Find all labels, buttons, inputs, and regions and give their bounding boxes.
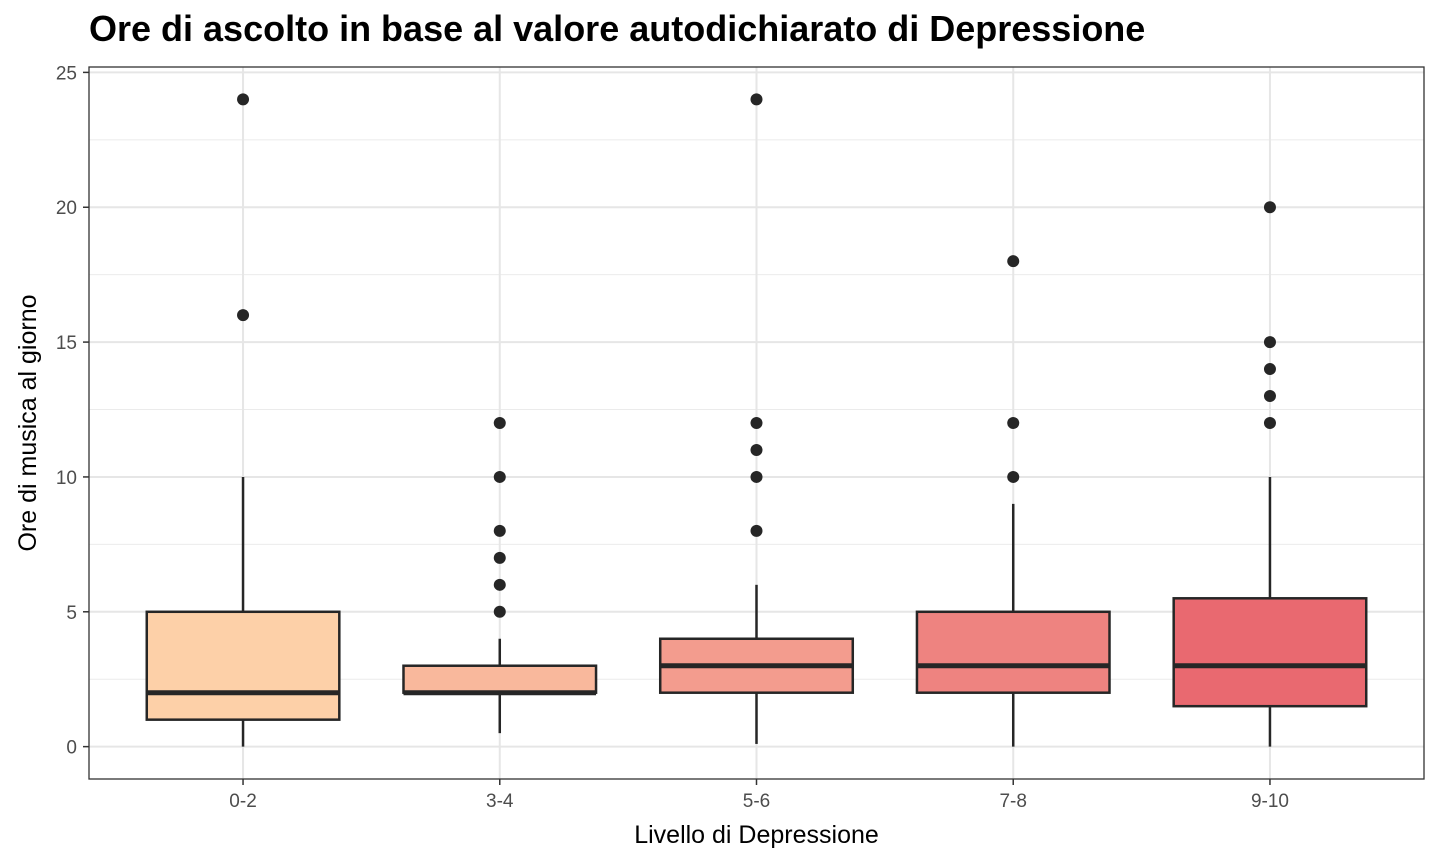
outlier-point [750,93,763,106]
x-tick-label: 5-6 [743,791,770,812]
outlier-point [1007,470,1020,483]
x-tick-label: 3-4 [486,791,514,812]
box-5-6 [658,93,855,744]
outlier-point [493,524,506,537]
y-tick-label: 5 [66,603,77,624]
outlier-point [750,443,763,456]
outlier-point [1263,417,1276,429]
outlier-point [1263,390,1276,403]
box-7-8 [915,255,1111,747]
box-3-4 [402,417,598,734]
y-axis-title: Ore di musica al giorno [14,294,42,551]
y-tick-label: 20 [56,198,77,219]
chart-title: Ore di ascolto in base al valore autodic… [89,8,1146,49]
outlier-point [1263,336,1276,349]
outlier-point [493,605,506,618]
outlier-point [493,578,506,591]
y-tick-label: 25 [56,63,77,84]
box-iqr [402,664,598,694]
outlier-point [493,417,506,429]
outlier-point [750,470,763,483]
axes: 0 5 10 15 20 25 0-2 3-4 5-6 7-8 9-10 [56,63,1289,812]
box-iqr [1172,597,1368,708]
outlier-point [237,93,250,106]
y-tick-label: 15 [56,333,77,354]
outlier-point [237,309,250,322]
outlier-point [493,551,506,564]
outlier-point [1263,201,1276,214]
x-tick-label: 9-10 [1251,791,1289,812]
outlier-point [1007,417,1020,429]
outlier-point [1007,255,1020,268]
outlier-point [1263,363,1276,376]
outlier-point [750,417,763,429]
outlier-point [750,524,763,537]
y-tick-label: 0 [66,738,77,759]
box-iqr [915,610,1111,694]
x-axis-title: Livello di Depressione [634,821,879,849]
box-series [145,93,1368,747]
y-tick-label: 10 [56,468,77,489]
outlier-point [493,470,506,483]
box-iqr [145,610,341,721]
x-tick-label: 7-8 [999,791,1026,812]
box-0-2 [145,93,341,747]
box-9-10 [1172,201,1368,747]
x-tick-label: 0-2 [229,791,256,812]
